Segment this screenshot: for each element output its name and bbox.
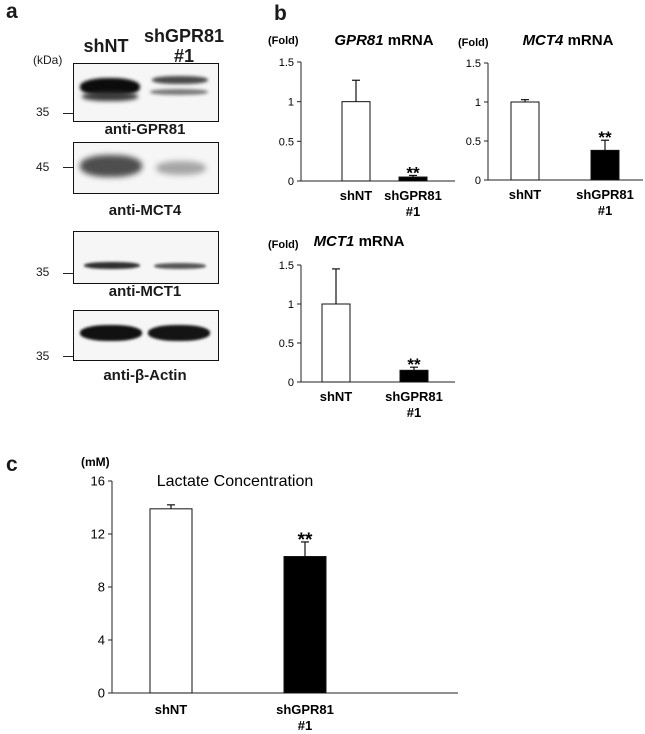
lactate-ytick-label-4: 16 [91, 474, 105, 489]
lactate-ytick-label-3: 12 [91, 527, 105, 542]
mct1-ytick-label-0: 0 [288, 377, 294, 389]
mct1-ylabel: (Fold) [268, 239, 299, 251]
gpr81-title: GPR81 mRNA [334, 32, 433, 49]
marker-mct4: 45 [36, 160, 50, 174]
mct4-title: MCT4 mRNA [523, 32, 614, 49]
mct4-ylabel: (Fold) [458, 37, 489, 49]
lactate-bar-1 [283, 556, 327, 694]
mct1-bar-0 [321, 303, 351, 383]
caption-anti-mct4: anti-MCT4 [108, 202, 182, 219]
kda-unit-label: (kDa) [33, 53, 63, 67]
blot-mct1 [73, 231, 219, 284]
panel-label-b: b [274, 2, 287, 25]
lactate-title: Lactate Concentration [157, 473, 314, 490]
blot-mct4 [73, 142, 219, 194]
lactate-ytick-label-2: 8 [98, 580, 105, 595]
mct4-ytick-label-1: 0.5 [466, 136, 481, 148]
mct1-category-1: shGPR81 [385, 389, 443, 404]
marker-tick-gpr81 [63, 113, 73, 114]
mct1-ytick-label-3: 1.5 [279, 260, 294, 272]
gpr81-category-0: shNT [340, 188, 373, 203]
chart-mct1-mrna: MCT1 mRNA (Fold) 0 0.5 1 1.5 shNT ** shGPR81#1 [268, 233, 455, 420]
lactate-ytick-label-1: 4 [98, 633, 105, 648]
mct1-ytick-label-2: 1 [288, 299, 294, 311]
band-mct1-sh [154, 263, 206, 269]
band-gpr81-sh-upper [152, 76, 208, 84]
marker-tick-mct4 [63, 167, 73, 168]
chart-gpr81-mrna: GPR81 mRNA (Fold) 0 0.5 1 1.5 shNT ** shGPR81#1 [268, 32, 455, 219]
band-actin-sh [148, 325, 210, 341]
chart-lactate: Lactate Concentration (mM) 0 4 8 12 16 shNT ** sh… [81, 455, 458, 733]
gpr81-category-1-line1: #1 [406, 204, 420, 219]
lactate-category-1-line1: #1 [298, 718, 312, 733]
marker-mct1: 35 [36, 265, 50, 279]
lactate-bar-0 [149, 508, 193, 694]
mct1-category-1-line1: #1 [407, 405, 421, 420]
gpr81-ytick-label-3: 1.5 [279, 57, 294, 69]
gpr81-bar-0 [341, 101, 371, 182]
lane-label-shnt: shNT [83, 36, 129, 56]
marker-gpr81: 35 [36, 105, 50, 119]
panel-label-a: a [6, 0, 18, 23]
band-mct1-shnt [84, 262, 140, 269]
band-gpr81-shnt-lower [82, 92, 138, 101]
caption-anti-gpr81: anti-GPR81 [104, 121, 186, 138]
band-gpr81-sh-lower [150, 89, 208, 95]
lactate-ylabel: (mM) [81, 455, 110, 469]
gpr81-ytick-label-2: 1 [288, 97, 294, 109]
lactate-category-0: shNT [155, 702, 188, 717]
gpr81-category-1: shGPR81 [384, 188, 442, 203]
band-gpr81-shnt-upper [80, 78, 140, 96]
gpr81-significance-1: ** [406, 163, 420, 182]
gpr81-ylabel: (Fold) [268, 35, 299, 47]
mct4-category-1: shGPR81 [576, 187, 634, 202]
marker-tick-actin [63, 356, 73, 357]
chart-mct4-mrna: MCT4 mRNA (Fold) 0 0.5 1 1.5 shNT ** shGPR81#1 [458, 32, 643, 218]
blot-gpr81 [73, 63, 219, 122]
mct4-category-0: shNT [509, 187, 542, 202]
mct4-ytick-label-3: 1.5 [466, 58, 481, 70]
mct4-ytick-label-2: 1 [475, 97, 481, 109]
band-mct4-sh [156, 161, 206, 175]
lactate-ytick-label-0: 0 [98, 686, 105, 701]
lane-label-shgpr81: shGPR81 #1 [137, 26, 231, 66]
mct4-significance-1: ** [598, 128, 612, 147]
caption-anti-mct1: anti-MCT1 [108, 283, 182, 300]
lactate-category-1: shGPR81 [276, 702, 334, 717]
mct4-ytick-label-0: 0 [475, 175, 481, 187]
gpr81-ytick-label-0: 0 [288, 176, 294, 188]
caption-anti-beta-actin: anti-β-Actin [103, 367, 187, 384]
band-mct4-shnt [80, 155, 142, 177]
mct4-bar-0 [510, 101, 540, 181]
mct4-bar-1 [590, 149, 620, 181]
gpr81-ytick-label-1: 0.5 [279, 136, 294, 148]
mct4-category-1-line1: #1 [598, 203, 612, 218]
band-actin-shnt [80, 325, 142, 341]
lactate-significance-1: ** [298, 530, 313, 551]
mct1-ytick-label-1: 0.5 [279, 338, 294, 350]
mct1-category-0: shNT [320, 389, 353, 404]
mct1-significance-1: ** [407, 355, 421, 374]
blot-beta-actin [73, 310, 219, 361]
panel-label-c: c [6, 453, 18, 476]
marker-actin: 35 [36, 349, 50, 363]
lane-label-shgpr81-text: shGPR81 #1 [143, 26, 225, 66]
marker-tick-mct1 [63, 273, 73, 274]
mct1-title: MCT1 mRNA [314, 233, 405, 250]
